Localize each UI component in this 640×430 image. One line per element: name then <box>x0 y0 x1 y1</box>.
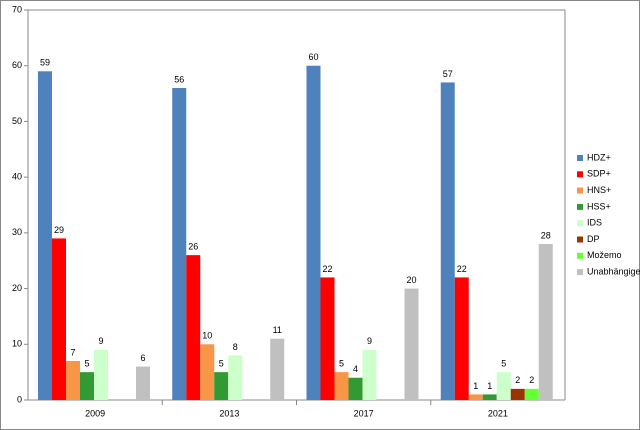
x-tick-label: 2013 <box>219 408 239 418</box>
legend-label: SDP+ <box>587 169 611 179</box>
value-label: 2 <box>529 375 534 385</box>
value-label: 10 <box>202 331 212 341</box>
value-label: 1 <box>473 381 478 391</box>
bar <box>66 361 80 400</box>
value-label: 22 <box>322 264 332 274</box>
bar <box>510 388 525 400</box>
legend-label: IDS <box>587 218 602 228</box>
legend-swatch <box>577 187 583 194</box>
y-tick-label: 20 <box>12 283 22 293</box>
bar <box>228 355 243 400</box>
y-tick-label: 30 <box>12 227 22 237</box>
bar <box>468 394 483 400</box>
value-label: 60 <box>308 52 318 62</box>
bar <box>52 238 66 400</box>
bar <box>214 372 229 400</box>
value-label: 11 <box>273 325 282 335</box>
legend-label: Unabhängige <box>587 266 640 276</box>
legend-label: HDZ+ <box>587 152 611 162</box>
legend-label: HSS+ <box>587 201 611 211</box>
value-label: 2 <box>515 375 520 385</box>
bar <box>538 244 553 400</box>
value-label: 5 <box>84 359 89 369</box>
value-label: 56 <box>174 74 184 84</box>
legend-swatch <box>577 203 583 210</box>
legend-swatch <box>577 269 583 276</box>
bar <box>306 65 321 400</box>
bar <box>404 288 419 400</box>
bar <box>454 277 469 400</box>
bar <box>524 388 539 400</box>
value-label: 57 <box>443 69 453 79</box>
x-tick-label: 2021 <box>488 408 508 418</box>
y-tick-label: 10 <box>12 339 22 349</box>
value-label: 5 <box>501 359 506 369</box>
value-label: 9 <box>98 336 103 346</box>
legend-swatch <box>577 236 583 243</box>
bar <box>38 71 52 401</box>
value-label: 59 <box>40 58 50 68</box>
bar <box>440 82 455 400</box>
legend-swatch <box>577 252 583 259</box>
y-tick-label: 50 <box>12 116 22 126</box>
bar <box>186 255 201 400</box>
bar <box>320 277 335 400</box>
bar <box>334 372 349 400</box>
value-label: 28 <box>541 230 551 240</box>
legend-label: HNS+ <box>587 185 611 195</box>
y-tick-label: 70 <box>12 4 22 14</box>
bar <box>482 394 497 400</box>
legend-swatch <box>577 155 583 161</box>
value-label: 5 <box>339 359 344 369</box>
bar <box>94 349 108 400</box>
bar <box>80 372 94 400</box>
bar <box>496 372 511 400</box>
bar <box>270 338 285 400</box>
legend-label: Možemo <box>587 250 622 260</box>
value-label: 6 <box>140 353 145 363</box>
value-label: 20 <box>406 275 416 285</box>
bar <box>136 366 150 400</box>
bar <box>362 349 377 400</box>
x-tick-label: 2017 <box>354 408 374 418</box>
value-label: 29 <box>54 225 64 235</box>
x-tick-label: 2009 <box>85 408 105 418</box>
value-label: 8 <box>233 342 238 352</box>
legend-swatch <box>577 220 583 227</box>
value-label: 4 <box>353 364 358 374</box>
y-tick-label: 0 <box>17 394 22 404</box>
value-label: 5 <box>219 359 224 369</box>
value-label: 22 <box>457 264 467 274</box>
value-label: 9 <box>367 336 372 346</box>
bar <box>172 88 187 400</box>
legend-swatch <box>577 171 583 178</box>
y-tick-label: 40 <box>12 172 22 182</box>
bar <box>200 344 215 400</box>
y-tick-label: 60 <box>12 60 22 70</box>
value-label: 26 <box>188 242 198 252</box>
bar <box>348 377 363 400</box>
value-label: 1 <box>487 381 492 391</box>
legend-label: DP <box>587 234 600 244</box>
value-label: 7 <box>70 347 75 357</box>
